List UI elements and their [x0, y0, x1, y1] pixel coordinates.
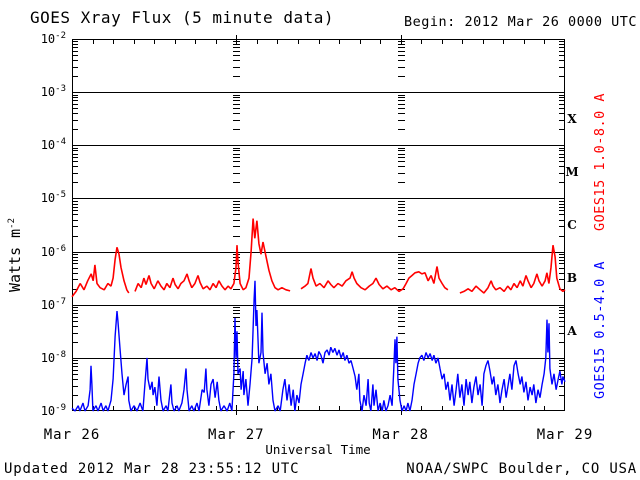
x-tick-label: Mar 28 — [372, 427, 429, 443]
y-tick-label: 10-9 — [40, 403, 66, 419]
y-tick-label: 10-5 — [40, 190, 66, 206]
axes-group — [72, 35, 565, 415]
flare-class-label: B — [566, 271, 578, 286]
source-credit: NOAA/SWPC Boulder, CO USA — [406, 461, 637, 477]
trace-long-channel — [300, 266, 449, 293]
flare-class-label: X — [567, 111, 577, 126]
x-axis-label: Universal Time — [265, 442, 371, 457]
y-tick-label: 10-3 — [40, 84, 66, 100]
y-tick-label: 10-6 — [40, 243, 66, 259]
chart-canvas — [71, 35, 566, 415]
x-tick-label: Mar 27 — [208, 427, 265, 443]
begin-timestamp: Begin: 2012 Mar 26 0000 UTC — [404, 14, 637, 30]
trace-short-channel — [71, 280, 566, 412]
y-tick-label: 10-4 — [40, 137, 66, 153]
y-tick-label: 10-2 — [40, 31, 66, 47]
legend-long-channel: GOES15 1.0-8.0 A — [592, 92, 608, 232]
y-axis-label-text: Watts m — [6, 228, 24, 293]
y-axis-label-exponent: -2 — [7, 217, 17, 229]
trace-long-channel — [71, 247, 130, 298]
y-tick-label: 10-8 — [40, 350, 66, 366]
flare-class-label: A — [567, 324, 577, 339]
flare-class-label: M — [565, 164, 579, 179]
plot-frame — [72, 39, 565, 411]
page-title: GOES Xray Flux (5 minute data) — [30, 8, 334, 27]
x-tick-label: Mar 26 — [43, 427, 101, 443]
trace-long-channel — [134, 218, 291, 292]
flare-class-label: C — [567, 218, 577, 232]
updated-timestamp: Updated 2012 Mar 28 23:55:12 UTC — [4, 461, 300, 477]
trace-long-channel — [459, 245, 566, 294]
y-tick-label: 10-7 — [40, 296, 66, 312]
legend-short-channel: GOES15 0.5-4.0 A — [592, 260, 608, 400]
x-tick-label: Mar 29 — [536, 427, 594, 443]
